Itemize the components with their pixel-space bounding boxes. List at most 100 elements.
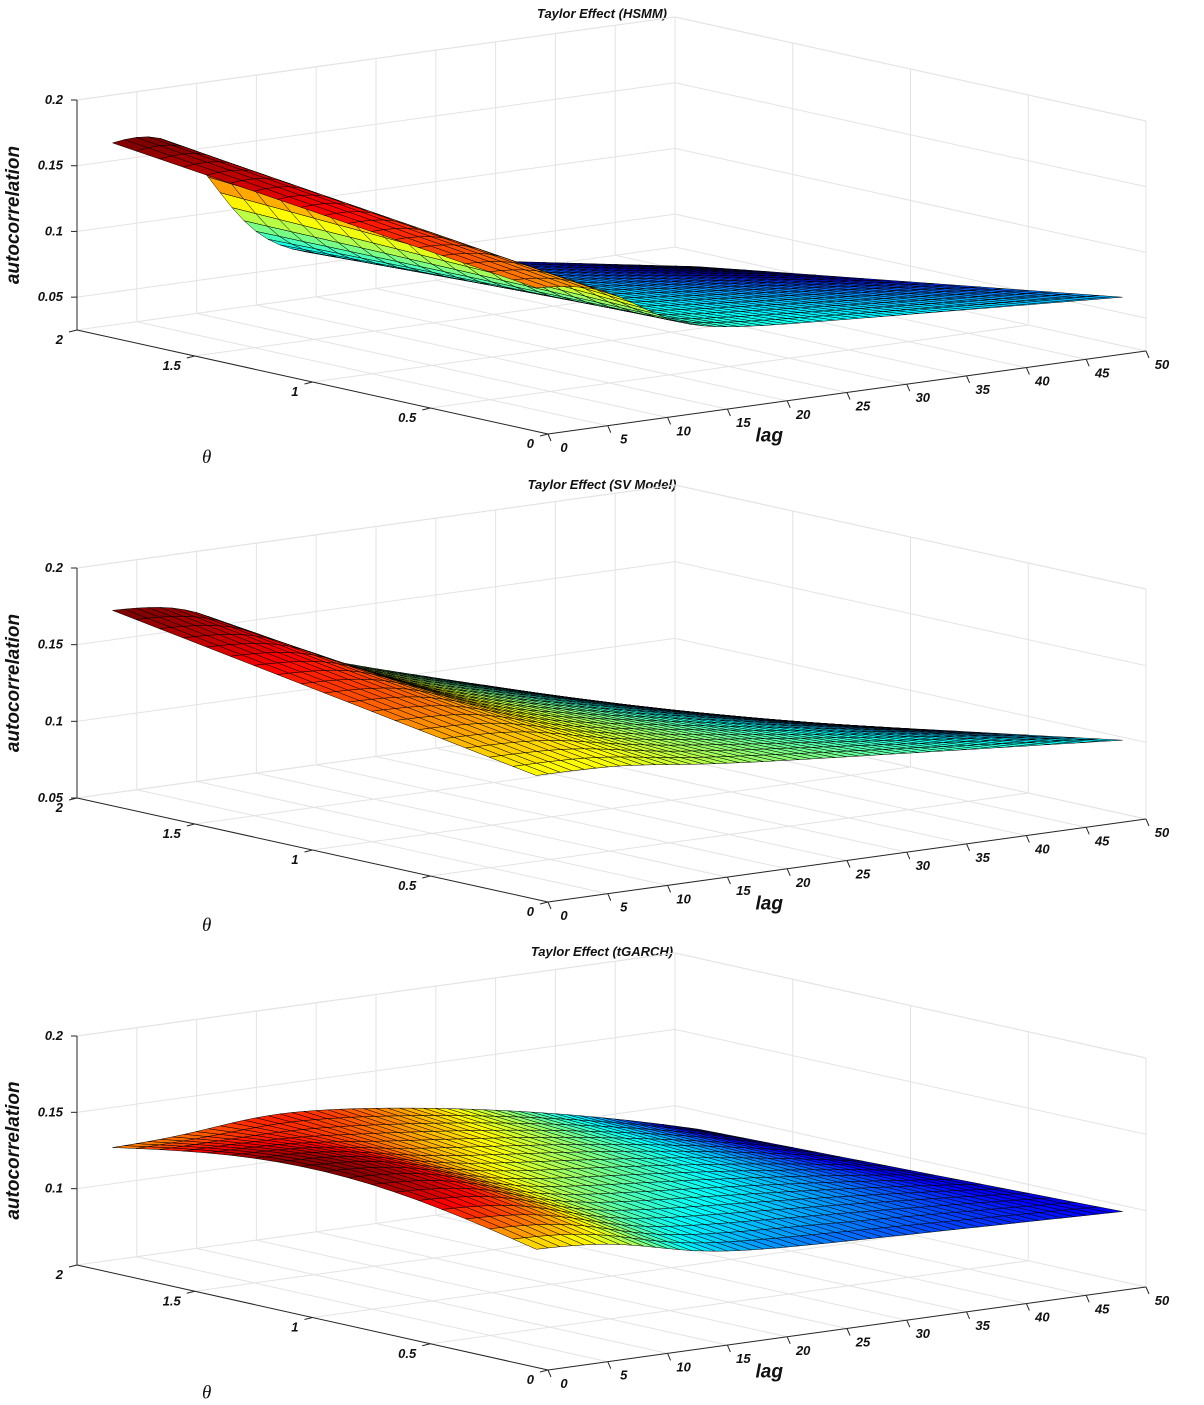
surface-plot-sv-model: 0 5 10 15 20 25 30 35 40 45 50 0 0.5 1 1.5 20.05 0.1 0.15… [3,484,1170,936]
grid-line [76,82,1147,188]
y-tick-label: 0.5 [398,878,417,893]
y-tick-label: 1 [291,384,298,399]
z-tick-label: 0.05 [38,289,64,304]
x-tick-label: 35 [975,1318,990,1333]
y-tick [186,823,195,827]
y-tick [422,875,431,879]
x-axis-label: lag [756,1361,784,1382]
y-tick [539,433,549,437]
x-tick-label: 40 [1034,1310,1050,1325]
z-tick-label: 0.1 [45,1181,63,1196]
y-tick [304,1317,313,1320]
x-tick-label: 40 [1034,842,1050,857]
grid-line [76,1028,1147,1135]
x-tick-label: 50 [1155,357,1170,372]
grid-line [430,792,1029,877]
x-tick [1085,827,1090,835]
grid-line [76,637,1147,743]
x-tick-label: 20 [795,407,811,422]
chart-title: Taylor Effect (SV Model) [527,477,677,492]
x-tick-label: 15 [736,1351,751,1366]
y-tick [304,381,313,385]
z-axis-label: autocorrelation [3,1081,24,1219]
x-tick-label: 15 [736,415,751,430]
x-tick [547,1369,552,1378]
y-tick-label: 2 [55,332,64,347]
x-tick-label: 10 [676,891,691,906]
y-tick-label: 0.5 [398,410,417,425]
y-tick-label: 2 [55,1267,64,1282]
z-tick-label: 0.15 [38,1104,64,1119]
x-tick [846,392,851,400]
x-tick [607,893,612,901]
x-tick [547,433,552,442]
x-tick-label: 45 [1094,833,1110,848]
x-tick [1085,359,1090,367]
y-tick [422,1343,431,1347]
y-axis-label: θ [202,1383,211,1404]
grid-line [430,324,1029,409]
grid-line [76,952,1147,1059]
chart-panel-hsmm: Taylor Effect (HSMM) 0 5 10 15 20 25 30 35 40 45 5… [0,0,1204,468]
y-tick-label: 0 [527,436,535,451]
y-tick-label: 1 [291,852,298,867]
x-tick [607,1361,612,1369]
surface-patch [1086,295,1123,299]
y-tick [539,901,549,905]
x-tick [1145,1286,1150,1295]
x-tick [667,885,672,893]
y-tick [68,1264,78,1268]
surface-plot-tgarch: 0 5 10 15 20 25 30 35 40 45 50 0 0.5 1 1.5 2 0.1 0.15 0.2 l… [3,952,1170,1404]
axes: 0510152025303540455000.511.520.050.10.15… [38,560,1170,923]
gridlines [76,484,1147,903]
x-tick-label: 25 [855,1335,871,1350]
chart-panel-sv-model: Taylor Effect (SV Model) 0 5 10 15 20 25 30 35 4… [0,468,1204,936]
x-tick-label: 35 [975,850,990,865]
x-tick-label: 20 [795,1343,811,1358]
y-tick-label: 0.5 [398,1346,417,1361]
axes: 0510152025303540455000.511.520.050.10.15… [38,92,1170,455]
surface-patch [1086,738,1123,742]
y-tick [186,1290,195,1294]
surface [112,607,1123,776]
y-tick-label: 1.5 [163,826,182,841]
grid-line [312,1234,911,1318]
axes: 0 5 10 15 20 25 30 35 40 45 50 0 0.5 1 1.5 2 0.1 0.15 0.2 [38,1028,1170,1391]
x-tick [906,384,911,392]
z-axis-label: autocorrelation [3,614,24,752]
y-tick-label: 1.5 [163,358,182,373]
x-tick [846,1328,851,1336]
x-tick [1025,1303,1030,1311]
x-tick [607,425,612,433]
grid-line [76,561,1147,667]
x-tick [846,860,851,868]
x-tick [667,417,672,425]
x-tick-label: 45 [1094,365,1110,380]
z-tick-label: 0.1 [45,223,63,238]
x-tick [966,1311,971,1320]
surface [112,136,1123,328]
x-tick [1085,1295,1090,1303]
grid-line [76,952,1147,1059]
z-tick-label: 0.2 [45,1028,64,1043]
x-tick [726,876,731,885]
x-tick [726,1344,731,1353]
x-tick-label: 25 [855,867,871,882]
y-axis-label: θ [202,447,211,468]
x-tick [1145,350,1150,359]
y-tick-label: 1 [291,1320,298,1335]
x-tick-label: 50 [1155,825,1170,840]
x-axis-label: lag [756,893,784,914]
y-tick [186,355,195,359]
grid-line [312,766,911,851]
x-tick [786,400,791,408]
x-tick [966,843,971,852]
x-tick-label: 0 [560,440,568,455]
x-tick [1025,367,1030,375]
chart-title: Taylor Effect (HSMM) [536,6,667,21]
x-tick [906,852,911,860]
grid-line [76,16,1147,122]
y-tick [304,849,313,853]
x-tick-label: 0 [560,1376,568,1391]
y-axis-label: θ [202,915,211,936]
